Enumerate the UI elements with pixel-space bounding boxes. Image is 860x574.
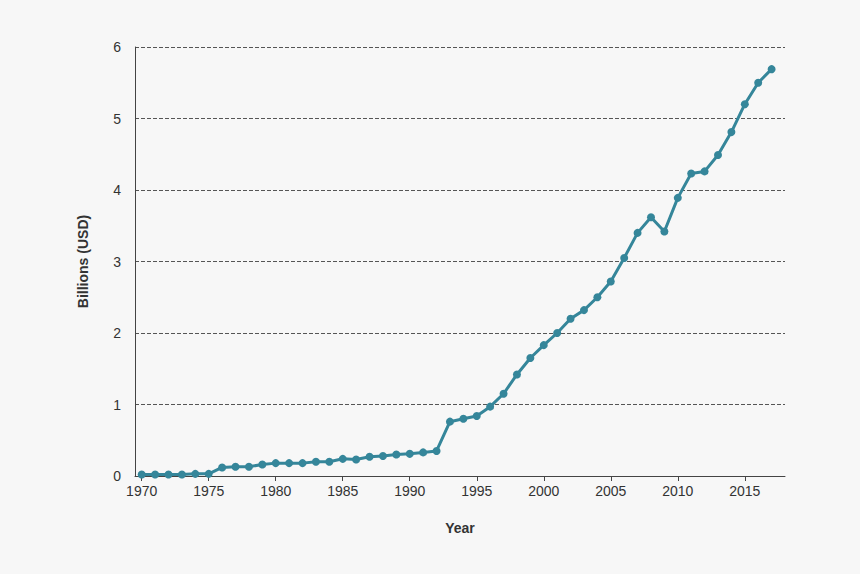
svg-text:5: 5 [113,111,121,127]
svg-text:Billions (USD): Billions (USD) [75,215,91,308]
svg-text:1: 1 [113,397,121,413]
svg-text:1975: 1975 [193,483,224,499]
svg-text:2: 2 [113,325,121,341]
svg-text:1985: 1985 [327,483,358,499]
svg-text:6: 6 [113,39,121,55]
svg-text:Year: Year [445,520,475,536]
svg-text:1990: 1990 [394,483,425,499]
svg-text:2000: 2000 [528,483,559,499]
svg-text:4: 4 [113,182,121,198]
svg-text:2015: 2015 [729,483,760,499]
svg-text:2005: 2005 [595,483,626,499]
svg-text:1970: 1970 [126,483,157,499]
svg-text:2010: 2010 [662,483,693,499]
svg-text:1995: 1995 [461,483,492,499]
svg-text:1980: 1980 [260,483,291,499]
svg-text:0: 0 [113,468,121,484]
svg-text:3: 3 [113,254,121,270]
